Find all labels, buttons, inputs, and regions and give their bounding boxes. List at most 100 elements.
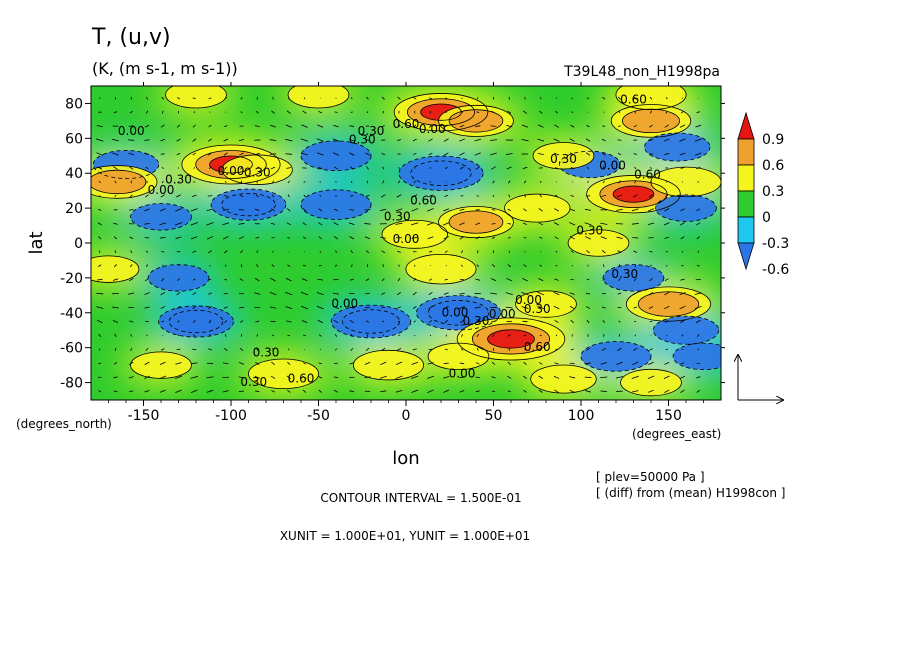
wind-vector (178, 335, 179, 336)
wind-vector (571, 279, 574, 280)
colorbar-label: 0.6 (762, 158, 784, 174)
wind-vector (99, 98, 100, 99)
x-tick-label: 50 (485, 408, 503, 424)
colorbar-label: 0.9 (762, 132, 784, 148)
colorbar-segment (738, 217, 754, 243)
wind-vector (666, 335, 667, 336)
contour-label: 0.60 (524, 340, 551, 354)
y-tick-label: 80 (65, 96, 83, 112)
x-tick-label: -100 (215, 408, 247, 424)
contour-label: 0.60 (410, 194, 437, 208)
y-unit-label: (degrees_north) (16, 417, 112, 431)
reference-vector (738, 355, 783, 400)
wind-vector (414, 168, 415, 169)
wind-vector (430, 168, 432, 169)
x-tick-label: 150 (655, 408, 682, 424)
wind-vector (210, 265, 211, 266)
y-tick-label: -60 (60, 341, 83, 357)
contour-label: 0.60 (620, 92, 647, 106)
contour-label: 0.30 (253, 345, 280, 359)
run-name: T39L48_non_H1998pa (563, 64, 720, 80)
wind-vector (603, 264, 604, 266)
contour-label: 0.00 (148, 183, 175, 197)
wind-vector (492, 224, 496, 225)
x-unit-label: (degrees_east) (632, 427, 721, 441)
wind-vector (507, 224, 511, 225)
colorbar-label: -0.3 (762, 236, 789, 252)
contour-label: 0.60 (393, 117, 420, 131)
x-tick-label: 0 (402, 408, 411, 424)
x-axis-label: lon (392, 448, 419, 469)
x-tick-label: -50 (307, 408, 330, 424)
contour-label: 0.00 (331, 297, 358, 311)
wind-vector (572, 265, 573, 266)
difference-note: [ (diff) from (mean) H1998con ] (596, 486, 785, 500)
contour-label: 0.30 (463, 314, 490, 328)
contour-label: 0.30 (244, 166, 271, 180)
wind-vector (288, 97, 289, 99)
colorbar-segment (738, 139, 754, 165)
colorbar-label: 0 (762, 210, 771, 226)
wind-vector (285, 154, 292, 155)
colorbar-bottom-arrow (738, 243, 754, 269)
colorbar-segment (738, 165, 754, 191)
figure-units: (K, (m s-1, m s-1)) (92, 59, 238, 78)
y-tick-label: 40 (65, 166, 83, 182)
contour-label: 0.60 (634, 167, 661, 181)
contour-interval: CONTOUR INTERVAL = 1.500E-01 (320, 491, 521, 505)
y-axis-label: lat (26, 231, 47, 254)
contour-label: 0.00 (118, 124, 145, 138)
wind-vector (320, 349, 321, 350)
wind-vector (430, 335, 431, 336)
wind-vector (128, 140, 134, 141)
contour-label: 0.00 (449, 366, 476, 380)
y-tick-label: 60 (65, 131, 83, 147)
wind-vector (270, 154, 276, 155)
contour-label: 0.00 (419, 122, 446, 136)
wind-vector (147, 335, 148, 336)
contour-label: 0.00 (393, 232, 420, 246)
contour-label: 0.00 (599, 159, 626, 173)
contour-label: 0.30 (550, 152, 577, 166)
contour-label: 0.00 (218, 164, 245, 178)
contour-label: 0.30 (349, 133, 376, 147)
wind-vector (349, 210, 354, 211)
pressure-level: [ plev=50000 Pa ] (596, 470, 705, 484)
wind-vector (115, 250, 116, 253)
wind-vector (587, 279, 590, 280)
contour-label: 0.00 (489, 307, 516, 321)
colorbar-label: -0.6 (762, 262, 789, 278)
y-tick-label: 0 (74, 236, 83, 252)
y-tick-label: -20 (60, 271, 83, 287)
x-tick-label: -150 (128, 408, 160, 424)
contour-label: 0.60 (288, 372, 315, 386)
contour-label: 0.30 (576, 223, 603, 237)
wind-vector (209, 98, 212, 99)
wind-vector (224, 196, 228, 197)
y-tick-label: 20 (65, 201, 83, 217)
y-tick-label: -40 (60, 306, 83, 322)
contour-label: 0.30 (524, 302, 551, 316)
colorbar: 0.9 0.6 0.3 0 -0.3 -0.6 (738, 113, 789, 278)
vector-units: XUNIT = 1.000E+01, YUNIT = 1.000E+01 (280, 529, 530, 543)
wind-vector (525, 97, 526, 99)
contour-label: 0.30 (240, 375, 267, 389)
colorbar-top-arrow (738, 113, 754, 139)
figure-title: T, (u,v) (91, 25, 171, 50)
wind-vector (208, 196, 213, 197)
colorbar-segment (738, 191, 754, 217)
wind-vector (414, 265, 415, 267)
y-tick-label: -80 (60, 376, 83, 392)
wind-vector (430, 111, 431, 113)
wind-vector (193, 98, 196, 99)
wind-vector (288, 349, 289, 350)
contour-label: 0.30 (384, 209, 411, 223)
wind-vector (648, 238, 653, 239)
wind-vector (144, 140, 149, 141)
x-tick-label: 100 (568, 408, 595, 424)
wind-vector (365, 210, 371, 211)
contour-label: 0.30 (611, 267, 638, 281)
colorbar-label: 0.3 (762, 184, 784, 200)
